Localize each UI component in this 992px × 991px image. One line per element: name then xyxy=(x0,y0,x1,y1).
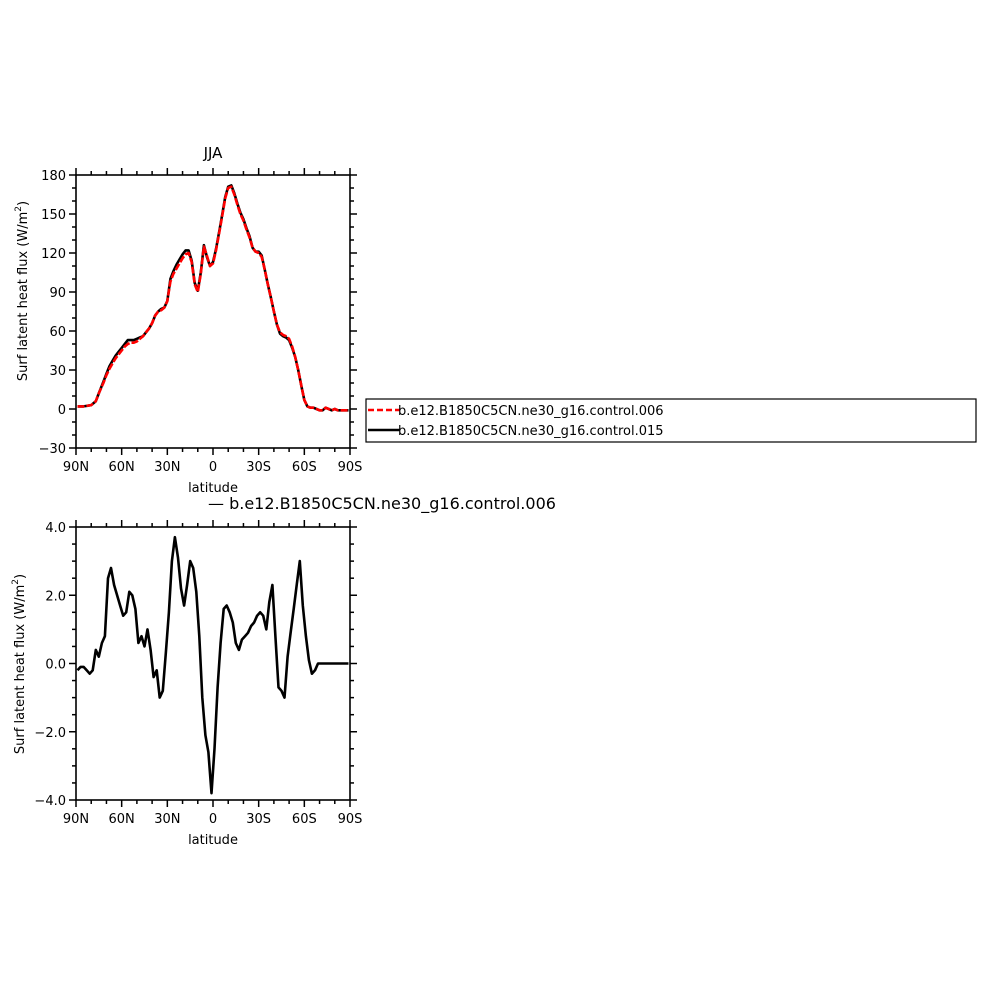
legend-box xyxy=(365,398,977,443)
y-tick-label: 150 xyxy=(41,208,66,223)
x-tick-label: 90N xyxy=(63,812,89,827)
bottom-title: — b.e12.B1850C5CN.ne30_g16.control.006 xyxy=(208,494,556,514)
series-group xyxy=(77,184,349,412)
series-line-0 xyxy=(76,535,349,795)
legend-label-006: b.e12.B1850C5CN.ne30_g16.control.006 xyxy=(398,404,664,419)
y-tick-label: −2.0 xyxy=(34,726,66,741)
bottom-y-axis-title: Surf latent heat flux (W/m2) xyxy=(11,574,28,754)
series-line-0 xyxy=(77,185,349,412)
x-tick-label: 60S xyxy=(292,812,317,827)
y-tick-label: −30 xyxy=(39,442,66,457)
y-tick-label: 120 xyxy=(41,247,66,262)
x-tick-label: 30S xyxy=(246,460,271,475)
x-tick-label: 30S xyxy=(246,812,271,827)
top-plot-area: 90N 60N 30N 0 30S 60S 90S −30 0 30 60 90 120 150 180 xyxy=(39,168,363,475)
bottom-x-axis-title: latitude xyxy=(188,833,238,848)
y-tick-label: 30 xyxy=(49,364,66,379)
x-tick-label: 30N xyxy=(154,812,180,827)
x-tick-label: 0 xyxy=(209,460,217,475)
y-tick-label: 0.0 xyxy=(45,658,66,673)
top-title: JJA xyxy=(203,144,224,162)
y-tick-label: 0 xyxy=(58,403,66,418)
bottom-panel: — b.e12.B1850C5CN.ne30_g16.control.006 9… xyxy=(11,494,556,848)
legend: b.e12.B1850C5CN.ne30_g16.control.006 b.e… xyxy=(365,398,977,443)
y-tick-label: 180 xyxy=(41,169,66,184)
top-y-axis-title: Surf latent heat flux (W/m2) xyxy=(14,201,31,381)
x-tick-label: 60S xyxy=(292,460,317,475)
x-tick-label: 90S xyxy=(338,460,363,475)
legend-label-015: b.e12.B1850C5CN.ne30_g16.control.015 xyxy=(398,424,664,439)
y-tick-label: −4.0 xyxy=(34,794,66,809)
x-tick-label: 60N xyxy=(109,812,135,827)
x-tick-label: 0 xyxy=(209,812,217,827)
series-line-1 xyxy=(77,184,349,412)
bottom-plot-area: 90N 60N 30N 0 30S 60S 90S −4.0 −2.0 0.0 2.0 4.0 xyxy=(34,520,362,827)
x-tick-label: 90S xyxy=(338,812,363,827)
x-tick-label: 30N xyxy=(154,460,180,475)
x-tick-label: 90N xyxy=(63,460,89,475)
y-tick-label: 60 xyxy=(49,325,66,340)
series-group xyxy=(76,535,349,795)
y-tick-label: 4.0 xyxy=(45,521,66,536)
y-tick-label: 90 xyxy=(49,286,66,301)
x-tick-label: 60N xyxy=(109,460,135,475)
top-x-axis-title: latitude xyxy=(188,481,238,496)
top-panel: JJA 90N 60N 30N 0 30S 60S 90S −30 0 30 60 90 120 150 1… xyxy=(14,144,362,496)
y-tick-label: 2.0 xyxy=(45,589,66,604)
